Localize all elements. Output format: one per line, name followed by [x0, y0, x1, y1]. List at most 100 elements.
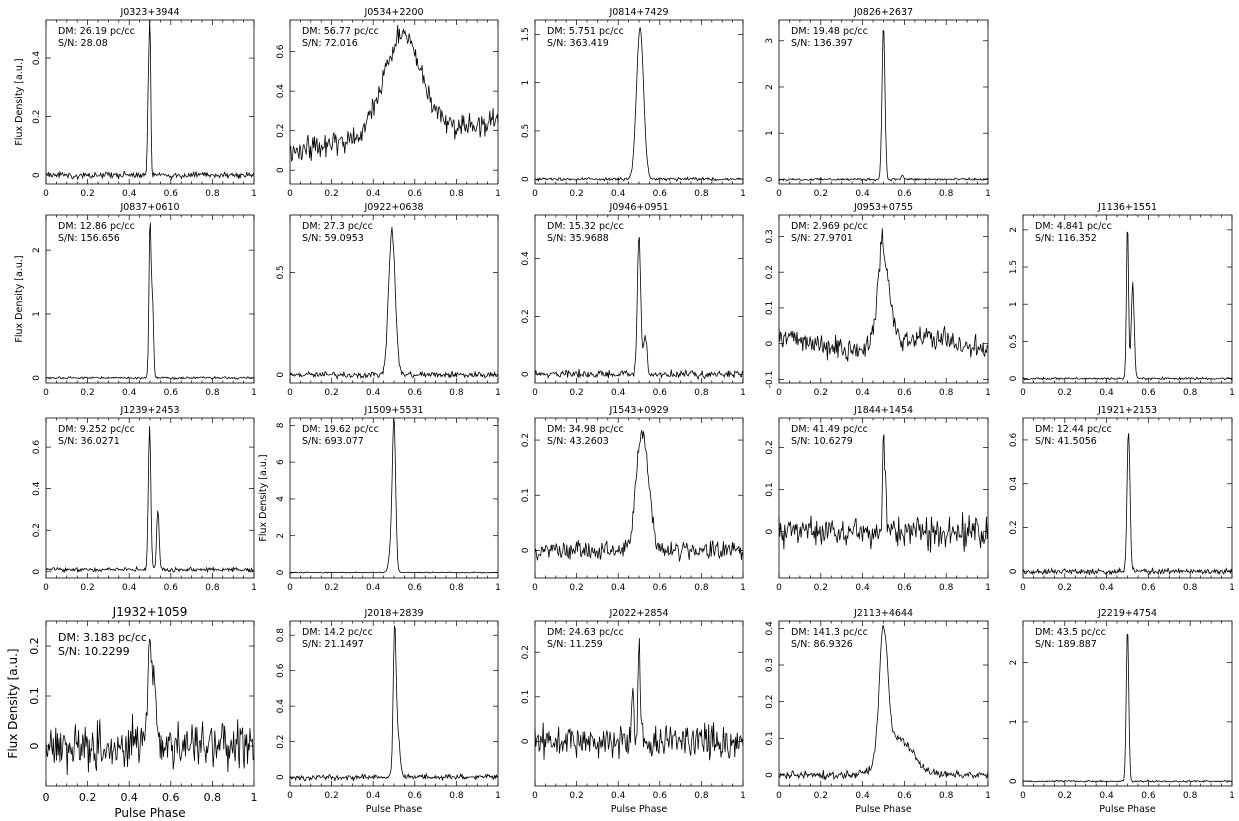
pulse-panel: J1932+1059 0 0.2 0.4 0.6 0.8 1 0 0.1 0.2 DM: 3.183… [6, 605, 258, 820]
x-tick-label: 0.8 [939, 189, 954, 199]
y-tick-label: 0.2 [276, 123, 286, 137]
x-tick-label: 0.8 [449, 583, 464, 593]
dm-annotation: DM: 5.751 pc/cc [547, 26, 624, 37]
y-tick-label: 0.2 [765, 695, 775, 709]
profile-line [1022, 433, 1233, 576]
x-tick-label: 0.2 [1058, 583, 1072, 593]
x-tick-label: 1 [1229, 791, 1235, 801]
x-tick-label: 0.8 [694, 388, 709, 398]
x-tick-label: 0.8 [205, 583, 220, 593]
panel-title: J2219+4754 [1097, 608, 1157, 619]
x-tick-label: 1 [251, 189, 257, 199]
sn-annotation: S/N: 116.352 [1035, 233, 1097, 244]
x-tick-label: 0.8 [694, 189, 709, 199]
x-tick-label: 0.6 [897, 189, 912, 199]
x-tick-label: 0.4 [122, 388, 137, 398]
sn-annotation: S/N: 10.6279 [791, 436, 853, 447]
y-tick-label: 0.1 [521, 488, 531, 502]
panel-title: J0837+0610 [119, 202, 179, 213]
y-tick-label: 0.3 [765, 229, 775, 243]
pulse-panel: J1509+5531 0 0.2 0.4 0.6 0.8 1 0 2 4 6 8 DM: 19.62 p… [258, 405, 501, 593]
x-tick-label: 0.8 [1183, 388, 1198, 398]
dm-annotation: DM: 26.19 pc/cc [58, 26, 135, 37]
x-tick-label: 1 [985, 583, 991, 593]
x-tick-label: 0 [43, 583, 49, 593]
sn-annotation: S/N: 11.259 [547, 639, 603, 650]
y-tick-label: 0.1 [28, 687, 41, 705]
profile-line [534, 638, 744, 761]
x-tick-label: 1 [1229, 388, 1235, 398]
pulse-panel: J0323+3944 0 0.2 0.4 0.6 0.8 1 0 0.2 0.4 DM: 26.19… [14, 7, 257, 199]
x-tick-label: 0.8 [205, 189, 220, 199]
sn-annotation: S/N: 156.656 [58, 233, 120, 244]
x-tick-label: 0.8 [204, 791, 222, 804]
y-tick-label: 0.2 [276, 734, 286, 748]
y-tick-label: 0 [276, 774, 286, 780]
y-tick-label: 0.2 [1009, 520, 1019, 534]
y-tick-label: 0.4 [1009, 476, 1019, 491]
pulse-panel: J0826+2637 0 0.2 0.4 0.6 0.8 1 0 1 2 3 DM: 19.48 pc… [765, 7, 991, 199]
y-tick-label: 0.2 [765, 440, 775, 454]
x-tick-label: 0 [287, 189, 293, 199]
sn-annotation: S/N: 72.016 [302, 38, 358, 49]
y-tick-label: 0 [1009, 778, 1019, 784]
x-axis-label: Pulse Phase [366, 804, 423, 815]
x-tick-label: 0.2 [80, 583, 94, 593]
dm-annotation: DM: 2.969 pc/cc [791, 221, 868, 232]
y-axis-label: Flux Density [a.u.] [14, 255, 25, 342]
y-tick-label: 0 [765, 529, 775, 535]
panel-title: J0814+7429 [608, 7, 668, 18]
y-tick-label: 0.2 [28, 637, 41, 655]
x-tick-label: 0.2 [814, 388, 828, 398]
panel-title: J0323+3944 [119, 7, 179, 18]
x-tick-label: 0 [43, 388, 49, 398]
y-tick-label: 2 [276, 533, 286, 539]
sn-annotation: S/N: 36.0271 [58, 436, 120, 447]
y-tick-label: 8 [276, 422, 286, 428]
profile-line [534, 237, 744, 381]
x-tick-label: 0.8 [1183, 583, 1198, 593]
x-tick-label: 0.8 [939, 583, 954, 593]
pulse-panel: J1921+2153 0 0.2 0.4 0.6 0.8 1 0 0.2 0.4 0.6 DM: 12… [1009, 405, 1235, 593]
x-tick-label: 0 [532, 189, 538, 199]
x-tick-label: 1 [495, 388, 501, 398]
y-tick-label: 0.1 [765, 482, 775, 496]
x-tick-label: 0.2 [1058, 791, 1072, 801]
x-tick-label: 0.4 [1099, 388, 1114, 398]
x-tick-label: 0.4 [366, 583, 381, 593]
panel-title: J1543+0929 [608, 405, 668, 416]
profile-line [289, 25, 499, 162]
profile-line [289, 625, 499, 782]
profile-line [778, 228, 989, 362]
x-tick-label: 1 [740, 388, 746, 398]
pulse-panel: J2113+4644 0 0.2 0.4 0.6 0.8 1 0 0.1 0.2 0.3 0.4 DM:… [765, 608, 991, 815]
x-tick-label: 0 [287, 791, 293, 801]
panel-title: J0826+2637 [853, 7, 913, 18]
sn-annotation: S/N: 136.397 [791, 38, 853, 49]
sn-annotation: S/N: 35.9688 [547, 233, 609, 244]
sn-annotation: S/N: 21.1497 [302, 639, 364, 650]
y-tick-label: 0.5 [521, 124, 531, 138]
y-tick-label: 0.2 [521, 433, 531, 447]
y-tick-label: 0 [32, 375, 42, 381]
x-tick-label: 0.8 [205, 388, 220, 398]
pulse-panel: J0814+7429 0 0.2 0.4 0.6 0.8 1 0 0.5 1 1.5 DM: 5.75… [521, 7, 746, 199]
y-tick-label: 0 [28, 743, 41, 750]
pulse-panel: J1239+2453 0 0.2 0.4 0.6 0.8 1 0 0.2 0.4 0.6 DM: 9.… [32, 405, 257, 593]
sn-annotation: S/N: 86.9326 [791, 639, 853, 650]
x-tick-label: 0 [43, 791, 50, 804]
dm-annotation: DM: 12.44 pc/cc [1035, 424, 1112, 435]
x-tick-label: 0.4 [122, 583, 137, 593]
y-tick-label: 0 [521, 176, 531, 182]
x-tick-label: 0.6 [162, 791, 180, 804]
x-tick-label: 0.6 [1141, 791, 1156, 801]
profile-line [289, 418, 499, 574]
y-tick-label: 0 [521, 371, 531, 377]
sn-annotation: S/N: 59.0953 [302, 233, 364, 244]
x-tick-label: 0 [776, 583, 782, 593]
x-tick-label: 0.6 [897, 791, 912, 801]
x-tick-label: 1 [251, 791, 258, 804]
x-tick-label: 0 [43, 189, 49, 199]
